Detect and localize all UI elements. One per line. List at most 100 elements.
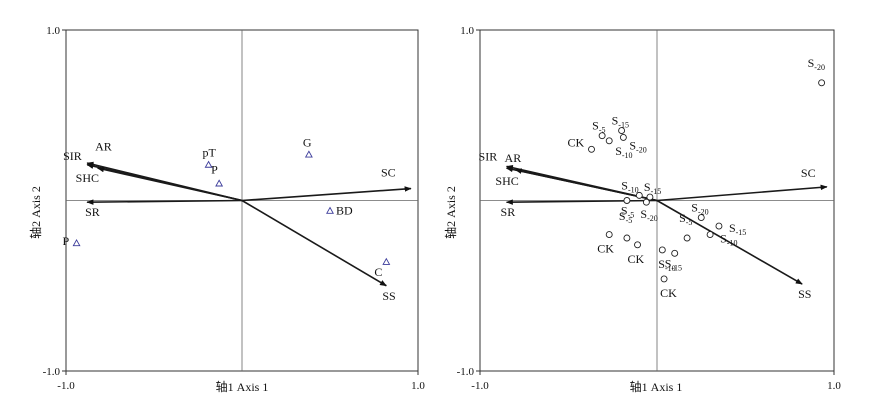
point-label: S-5 <box>592 119 605 135</box>
y-tick-label: -1.0 <box>457 366 475 378</box>
y-axis-title: 轴2 Axis 2 <box>443 186 458 239</box>
point-label: S-5 <box>679 211 692 227</box>
vector-arrow-sc <box>241 186 412 202</box>
point-marker-triangle <box>382 257 391 265</box>
point-label: C <box>374 265 382 279</box>
point-label: CK <box>660 286 677 300</box>
y-tick-label: 1.0 <box>460 25 474 37</box>
point-marker-circle <box>658 246 666 254</box>
vector-label-ar: AR <box>95 140 112 154</box>
y-axis-title: 轴2 Axis 2 <box>28 186 43 239</box>
vector-label-sir: SIR <box>479 149 498 163</box>
point-label: pT <box>203 146 217 160</box>
point-marker-circle <box>818 79 826 87</box>
point-marker-triangle <box>304 150 313 158</box>
point-label-subscript: -5 <box>628 211 635 220</box>
point-label-subscript: -15 <box>736 228 747 237</box>
vector-label-sir: SIR <box>63 149 82 163</box>
point-label-main: S <box>629 138 636 152</box>
point-label: S-5 <box>621 204 634 220</box>
point-label: S-10 <box>621 178 638 194</box>
vector-label-sc: SC <box>801 166 816 180</box>
point-label-subscript: -20 <box>814 63 825 72</box>
point-marker-circle <box>697 214 705 222</box>
vector-arrow-shc <box>96 166 243 202</box>
point-marker-circle <box>634 241 641 249</box>
point-label: S-15 <box>729 221 746 237</box>
point-label: S-20 <box>640 207 657 223</box>
point-marker-circle <box>715 222 723 230</box>
point-label-main: S <box>720 232 727 246</box>
point-label: P <box>63 234 70 248</box>
x-axis-title: 轴1 Axis 1 <box>216 379 269 394</box>
point-label-main: S <box>621 204 628 218</box>
vector-label-ar: AR <box>505 151 522 165</box>
vector-label-sr: SR <box>501 205 516 219</box>
point-marker-circle <box>588 145 595 153</box>
vector-label-ss: SS <box>798 287 811 301</box>
point-label-main: S <box>665 256 672 270</box>
x-axis-title: 轴1 Axis 1 <box>630 379 683 394</box>
point-marker-circle <box>605 137 613 145</box>
point-label-main: CK <box>597 242 614 256</box>
point-marker-circle <box>646 193 654 201</box>
point-label: S-20 <box>808 56 825 72</box>
point-label: S-10 <box>658 257 675 273</box>
point-label-main: S <box>612 114 619 128</box>
point-label-main: S <box>640 207 647 221</box>
point-marker-circle <box>623 197 631 204</box>
point-label-subscript: -5 <box>686 218 693 227</box>
point-marker-circle <box>618 127 626 135</box>
point-label: S-5 <box>619 209 632 225</box>
point-marker-circle <box>605 231 613 239</box>
point-label-subscript: -10 <box>665 264 676 273</box>
y-tick-label: 1.0 <box>46 25 60 37</box>
vector-arrow-sc <box>656 184 828 202</box>
point-label-main: S <box>615 144 622 158</box>
point-marker-circle <box>671 249 679 257</box>
vector-arrow-ss <box>656 199 803 285</box>
point-label-subscript: -5 <box>626 216 633 225</box>
point-label: S-15 <box>644 180 661 196</box>
point-marker-circle <box>683 234 691 242</box>
point-label: CK <box>628 252 645 266</box>
point-marker-circle <box>706 231 714 239</box>
point-marker-triangle <box>215 179 224 187</box>
vector-label-sr: SR <box>85 205 100 219</box>
point-marker-circle <box>623 234 631 242</box>
point-label: G <box>303 135 312 149</box>
point-marker-triangle <box>326 206 334 214</box>
point-label-subscript: -20 <box>647 214 658 223</box>
point-marker-triangle <box>204 160 213 168</box>
point-label: CK <box>568 135 585 149</box>
vector-arrow-sr <box>86 199 243 205</box>
point-label-main: S <box>592 119 599 133</box>
vector-arrow-shc <box>514 168 658 202</box>
vector-arrow-ss <box>241 199 387 287</box>
point-marker-circle <box>660 275 668 283</box>
point-label-main: CK <box>568 135 585 149</box>
point-label: S-15 <box>665 256 682 272</box>
point-marker-circle <box>642 198 650 206</box>
vector-arrow-sr <box>505 199 658 205</box>
point-label: S-20 <box>691 201 708 217</box>
point-label: CK <box>597 242 614 256</box>
point-label-main: S <box>658 257 665 271</box>
point-label-main: S <box>619 209 626 223</box>
x-tick-label: 1.0 <box>411 380 425 392</box>
point-label-main: S <box>644 180 651 194</box>
point-label-main: S <box>691 201 698 215</box>
x-tick-label: 1.0 <box>827 380 841 392</box>
point-label-subscript: -15 <box>671 263 682 272</box>
point-label-main: S <box>679 211 686 225</box>
point-label-subscript: -20 <box>698 208 709 217</box>
point-marker-circle <box>635 191 643 199</box>
y-tick-label: -1.0 <box>43 366 61 378</box>
right-biplot-panel: -1.0 1.0 1.0 -1.0 轴1 Axis 1 轴2 Axis 2 SIR AR SHC… <box>443 25 841 394</box>
point-label-main: S <box>808 56 815 70</box>
point-label: BD <box>336 204 353 218</box>
vector-label-ss: SS <box>382 289 395 303</box>
point-label-main: S <box>621 178 628 192</box>
point-marker-circle <box>619 133 627 141</box>
